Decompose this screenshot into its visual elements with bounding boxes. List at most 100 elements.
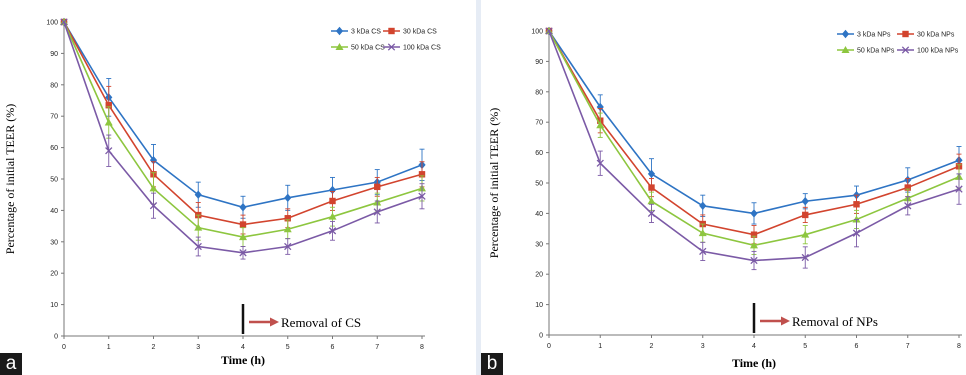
data-point — [239, 233, 247, 241]
panel-label-a: a — [0, 353, 22, 375]
y-tick-label-a: 0 — [54, 334, 58, 341]
y-tick-label-b: 40 — [535, 211, 543, 218]
y-tick-label-b: 70 — [535, 120, 543, 127]
data-point — [149, 202, 158, 210]
legend-marker — [335, 43, 344, 50]
data-point — [105, 102, 112, 109]
data-point — [105, 147, 113, 155]
y-tick-label-a: 80 — [50, 82, 58, 89]
x-tick-label-a: 7 — [375, 344, 379, 351]
series-b-0 — [545, 26, 963, 225]
removal-label-a: Removal of CS — [281, 315, 361, 330]
chart-panel-b: 0 10 20 30 40 50 60 70 80 90 100 0 1 2 3 4 5 6 7 8 Percentag… — [481, 0, 966, 375]
legend-marker — [902, 30, 909, 38]
y-tick-label-a: 40 — [50, 208, 58, 215]
legend-marker — [901, 46, 910, 54]
data-point — [596, 159, 604, 167]
y-tick-label-b: 100 — [531, 29, 543, 36]
x-axis-label-a: Time (h) — [221, 353, 265, 367]
legend-label: 3 kDa NPs — [857, 32, 891, 39]
removal-arrowhead-b — [781, 316, 790, 326]
x-tick-label-a: 3 — [196, 344, 200, 351]
legend-b: 3 kDa NPs 30 kDa NPs 50 kDa NPs 100 kDa NPs — [837, 29, 959, 55]
data-point — [801, 230, 810, 238]
x-tick-label-b: 4 — [752, 343, 756, 350]
series-b-2 — [545, 27, 963, 255]
x-axis-label-b: Time (h) — [732, 356, 776, 370]
x-tick-label-a: 0 — [62, 344, 66, 351]
legend-marker — [335, 26, 344, 36]
y-tick-label-b: 30 — [535, 241, 543, 248]
data-point — [545, 27, 553, 35]
legend-label: 50 kDa NPs — [857, 48, 895, 55]
data-point — [329, 197, 336, 205]
data-point — [596, 102, 604, 112]
legend-label: 50 kDa CS — [351, 45, 385, 52]
data-point — [283, 225, 292, 233]
data-point — [60, 18, 68, 26]
chart-svg-b: 0 10 20 30 40 50 60 70 80 90 100 0 1 2 3 4 5 6 7 8 Percentag… — [487, 26, 963, 370]
series-b-3 — [545, 27, 963, 271]
data-point — [802, 211, 809, 219]
legend-a: 3 kDa CS 30 kDa CS 50 kDa CS 100 kDa CS — [331, 26, 441, 52]
x-tick-label-a: 4 — [241, 344, 245, 351]
x-tick-label-b: 5 — [803, 343, 807, 350]
data-point — [750, 256, 758, 265]
y-tick-label-a: 20 — [50, 271, 58, 278]
legend-label: 100 kDa CS — [403, 45, 441, 52]
data-point — [328, 185, 337, 195]
data-point — [647, 197, 656, 205]
y-axis-label-b: Percentage of initial TEER (%) — [487, 108, 501, 258]
y-tick-label-b: 60 — [535, 150, 543, 157]
series-line — [63, 21, 423, 226]
data-point — [801, 253, 809, 262]
data-point — [194, 190, 202, 199]
data-point — [149, 184, 158, 192]
data-point — [699, 201, 707, 210]
series-line — [548, 30, 960, 215]
data-point — [284, 215, 291, 222]
data-point — [648, 184, 655, 191]
data-point — [750, 241, 758, 249]
y-tick-label-a: 60 — [50, 145, 58, 152]
data-point — [647, 169, 656, 179]
y-tick-label-b: 90 — [535, 59, 543, 66]
legend-marker — [841, 46, 850, 53]
y-tick-label-a: 90 — [50, 51, 58, 58]
data-point — [373, 208, 381, 216]
data-point — [239, 203, 247, 212]
data-point — [328, 227, 337, 235]
legend-label: 30 kDa CS — [403, 29, 437, 36]
data-point — [750, 209, 758, 218]
data-point — [374, 183, 381, 191]
data-point — [801, 197, 809, 206]
y-tick-label-a: 10 — [50, 302, 58, 309]
data-point — [328, 212, 337, 220]
x-tick-label-b: 8 — [957, 343, 961, 350]
data-point — [699, 247, 707, 256]
x-tick-label-b: 0 — [547, 343, 551, 350]
data-point — [239, 221, 247, 228]
data-point — [104, 118, 113, 126]
y-tick-label-b: 0 — [539, 333, 543, 340]
data-point — [853, 201, 860, 208]
legend-marker — [388, 27, 395, 35]
data-point — [284, 242, 292, 251]
data-point — [194, 223, 203, 231]
data-point — [284, 193, 292, 203]
x-tick-label-a: 6 — [331, 344, 335, 351]
y-tick-label-a: 100 — [46, 20, 58, 27]
series-a-3 — [60, 18, 426, 260]
data-point — [647, 209, 656, 218]
removal-arrowhead-a — [270, 317, 279, 327]
x-tick-label-b: 2 — [650, 343, 654, 350]
data-point — [418, 192, 426, 200]
data-point — [852, 215, 861, 223]
data-point — [596, 121, 605, 129]
data-point — [904, 202, 912, 210]
y-tick-label-b: 50 — [535, 181, 543, 188]
x-tick-label-b: 3 — [701, 343, 705, 350]
data-point — [955, 185, 963, 193]
x-tick-label-b: 7 — [906, 343, 910, 350]
data-point — [904, 184, 911, 191]
